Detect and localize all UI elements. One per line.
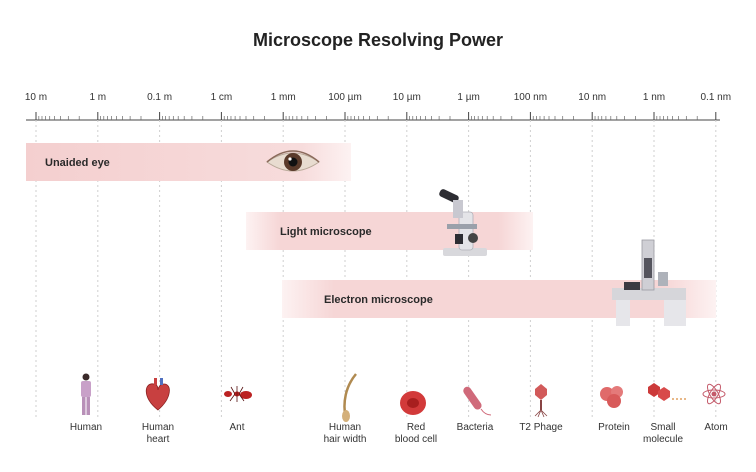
scale-label: 100 µm xyxy=(328,92,362,103)
red-blood-cell-icon xyxy=(400,391,426,415)
object-label: molecule xyxy=(643,434,683,445)
object-label: Ant xyxy=(229,422,244,433)
scale-label: 0.1 nm xyxy=(701,92,732,103)
hair-icon xyxy=(342,373,357,422)
scale-label: 1 µm xyxy=(457,92,479,103)
bacteria-icon xyxy=(463,386,492,416)
small-molecule-icon xyxy=(648,383,688,401)
object-label: Human xyxy=(70,422,102,433)
atom-icon xyxy=(702,383,726,405)
scale-label: 1 m xyxy=(89,92,106,103)
object-label: Bacteria xyxy=(457,422,494,433)
object-label: Small xyxy=(650,422,675,433)
band-light-microscope xyxy=(246,212,533,250)
band-label-light-microscope: Light microscope xyxy=(280,226,372,238)
object-label: T2 Phage xyxy=(519,422,563,433)
objects-row xyxy=(81,373,726,422)
scale-label: 10 m xyxy=(25,92,47,103)
scale-label: 0.1 m xyxy=(147,92,172,103)
light-microscope-icon xyxy=(439,189,487,256)
scale-label: 10 µm xyxy=(393,92,421,103)
object-label: blood cell xyxy=(395,434,437,445)
phage-icon xyxy=(534,384,548,418)
scale-axis xyxy=(26,112,720,121)
diagram-title: Microscope Resolving Power xyxy=(252,30,504,50)
eye-icon xyxy=(266,150,320,172)
object-label: Protein xyxy=(598,422,630,433)
protein-icon xyxy=(600,386,623,408)
object-label: Human xyxy=(142,422,174,433)
scale-labels: 10 m 1 m 0.1 m 1 cm 1 mm 100 µm 10 µm 1 µm 100 n… xyxy=(25,92,731,103)
scale-label: 1 nm xyxy=(643,92,665,103)
ant-icon xyxy=(224,386,252,402)
object-label: hair width xyxy=(324,434,367,445)
object-label: Red xyxy=(407,422,425,433)
scale-label: 10 nm xyxy=(578,92,606,103)
electron-microscope-icon xyxy=(612,239,686,326)
heart-icon xyxy=(145,378,170,411)
object-label: Human xyxy=(329,422,361,433)
scale-label: 1 cm xyxy=(211,92,233,103)
human-icon xyxy=(81,373,91,415)
scale-label: 100 nm xyxy=(514,92,547,103)
object-label: heart xyxy=(147,434,170,445)
band-label-unaided-eye: Unaided eye xyxy=(45,157,110,169)
scale-label: 1 mm xyxy=(271,92,296,103)
band-label-electron-microscope: Electron microscope xyxy=(324,294,433,306)
object-label: Atom xyxy=(704,422,727,433)
